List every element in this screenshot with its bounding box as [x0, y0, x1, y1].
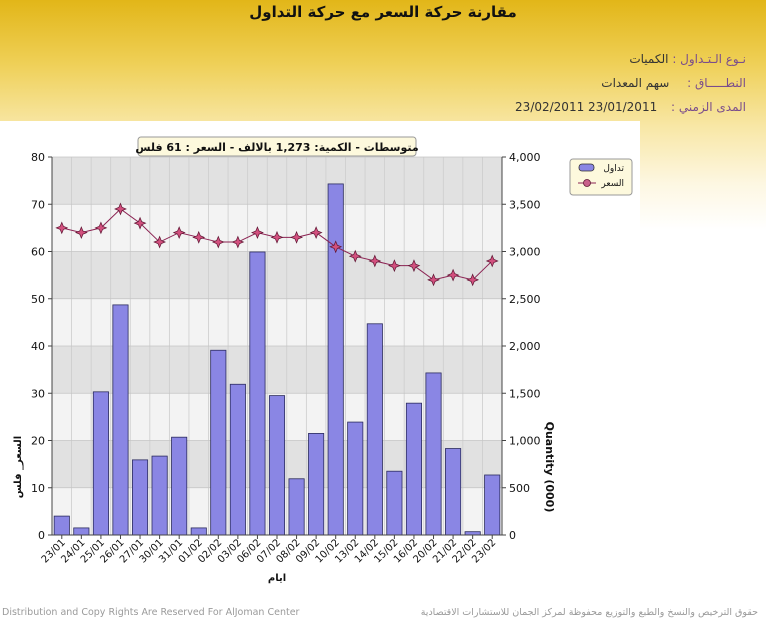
x-axis-title: ايام — [268, 573, 286, 584]
plot-band — [52, 251, 502, 299]
price-point — [192, 230, 206, 244]
page-title: مقارنة حركة السعر مع حركة التداول — [249, 3, 517, 21]
volume-bar — [92, 391, 109, 536]
y-right-tick-label: 1,500 — [509, 387, 541, 400]
range-row: النطـــــاق : سهم المعدات — [601, 76, 746, 90]
trade-type-value: الكميات — [629, 52, 669, 66]
price-point — [485, 254, 499, 268]
price-point — [348, 249, 362, 263]
volume-bar — [308, 433, 325, 536]
volume-bar — [445, 448, 462, 536]
volume-bar — [229, 383, 246, 536]
volume-bar — [386, 470, 403, 536]
price-point — [114, 202, 127, 216]
price-point — [466, 273, 480, 287]
legend-price-label: السعر — [600, 179, 624, 189]
y-right-tick-label: 3,500 — [509, 198, 541, 211]
y-left-tick-label: 50 — [31, 293, 45, 306]
price-point — [133, 216, 147, 230]
y-axis-left-title: السعر_ فلس — [13, 436, 24, 498]
footer-copyright-ar: حقوق الترخيص والنسخ والطبع والتوزيع محفو… — [420, 607, 758, 618]
price-point — [329, 240, 343, 254]
volume-bar — [484, 474, 501, 536]
y-right-tick-label: 3,000 — [509, 246, 541, 259]
volume-bar — [366, 323, 383, 536]
price-volume-chart: 0 10 20 30 40 50 60 70 80 0 500 1,000 1,500 2,000 2,50… — [13, 136, 633, 584]
volume-bars — [53, 183, 501, 536]
price-point — [387, 259, 401, 273]
y-left-tick-label: 60 — [31, 246, 45, 259]
y-right-tick-label: 0 — [509, 529, 516, 542]
y-left-tick-label: 10 — [31, 482, 45, 495]
volume-bar — [132, 459, 149, 536]
y-left-tick-label: 20 — [31, 435, 45, 448]
price-point — [74, 226, 88, 240]
volume-bar — [249, 251, 266, 536]
y-right-tick-label: 1,000 — [509, 435, 541, 448]
y-left-tick-label: 0 — [38, 529, 45, 542]
y-left-tick-label: 40 — [31, 340, 45, 353]
price-point — [446, 268, 460, 282]
volume-bar — [327, 183, 344, 536]
y-axis-right-title: Quantity (000) — [543, 422, 556, 513]
volume-bar — [288, 478, 305, 536]
y-right-tick-label: 2,500 — [509, 293, 541, 306]
price-point — [290, 230, 303, 244]
footer-copyright-en: Distribution and Copy Rights Are Reserve… — [2, 607, 300, 618]
price-point — [309, 226, 323, 240]
chart-title-box — [137, 136, 417, 157]
y-right-tick-label: 500 — [509, 482, 530, 495]
legend-price-marker — [583, 179, 591, 187]
y-right-tick-label: 4,000 — [509, 151, 541, 164]
price-point — [427, 273, 440, 287]
price-point — [368, 254, 382, 268]
price-point — [251, 226, 264, 240]
range-value: سهم المعدات — [601, 76, 670, 90]
period-row: المدى الزمني : 23/01/2011 23/02/2011 — [515, 100, 746, 114]
price-point — [231, 235, 245, 249]
price-point — [407, 259, 421, 273]
legend-volume-swatch — [578, 163, 595, 172]
volume-bar — [53, 515, 70, 536]
volume-bar — [73, 527, 90, 536]
legend-volume-label: تداول — [603, 164, 624, 174]
y-right-tick-label: 2,000 — [509, 340, 541, 353]
price-point — [270, 230, 284, 244]
period-value: 23/01/2011 23/02/2011 — [515, 100, 658, 114]
volume-bar — [210, 349, 227, 536]
price-point — [55, 221, 69, 235]
y-left-tick-label: 80 — [31, 151, 45, 164]
price-line — [55, 202, 499, 287]
volume-bar — [190, 527, 207, 536]
volume-bar — [171, 436, 188, 536]
period-label: المدى الزمني : — [671, 100, 746, 114]
volume-bar — [112, 304, 129, 536]
volume-bar — [151, 455, 168, 536]
chart-panel: 0 10 20 30 40 50 60 70 80 0 500 1,000 1,500 2,000 2,50… — [0, 121, 640, 603]
price-point — [153, 235, 167, 249]
price-point — [94, 221, 108, 235]
volume-bar — [405, 402, 422, 536]
trade-type-row: نـوع الـتـداول : الكميات — [629, 52, 746, 66]
y-left-tick-label: 70 — [31, 198, 45, 211]
trade-type-label: نـوع الـتـداول : — [672, 52, 746, 66]
plot-band — [52, 157, 502, 205]
price-point — [172, 226, 186, 240]
chart-title: متوسطات - الكمية: 1,273 بالالف - السعر :… — [135, 141, 418, 154]
y-left-tick-label: 30 — [31, 387, 45, 400]
volume-bar — [425, 372, 442, 536]
price-point — [211, 235, 225, 249]
volume-bar — [347, 421, 364, 536]
volume-bar — [268, 395, 286, 536]
range-label: النطـــــاق : — [687, 76, 746, 90]
